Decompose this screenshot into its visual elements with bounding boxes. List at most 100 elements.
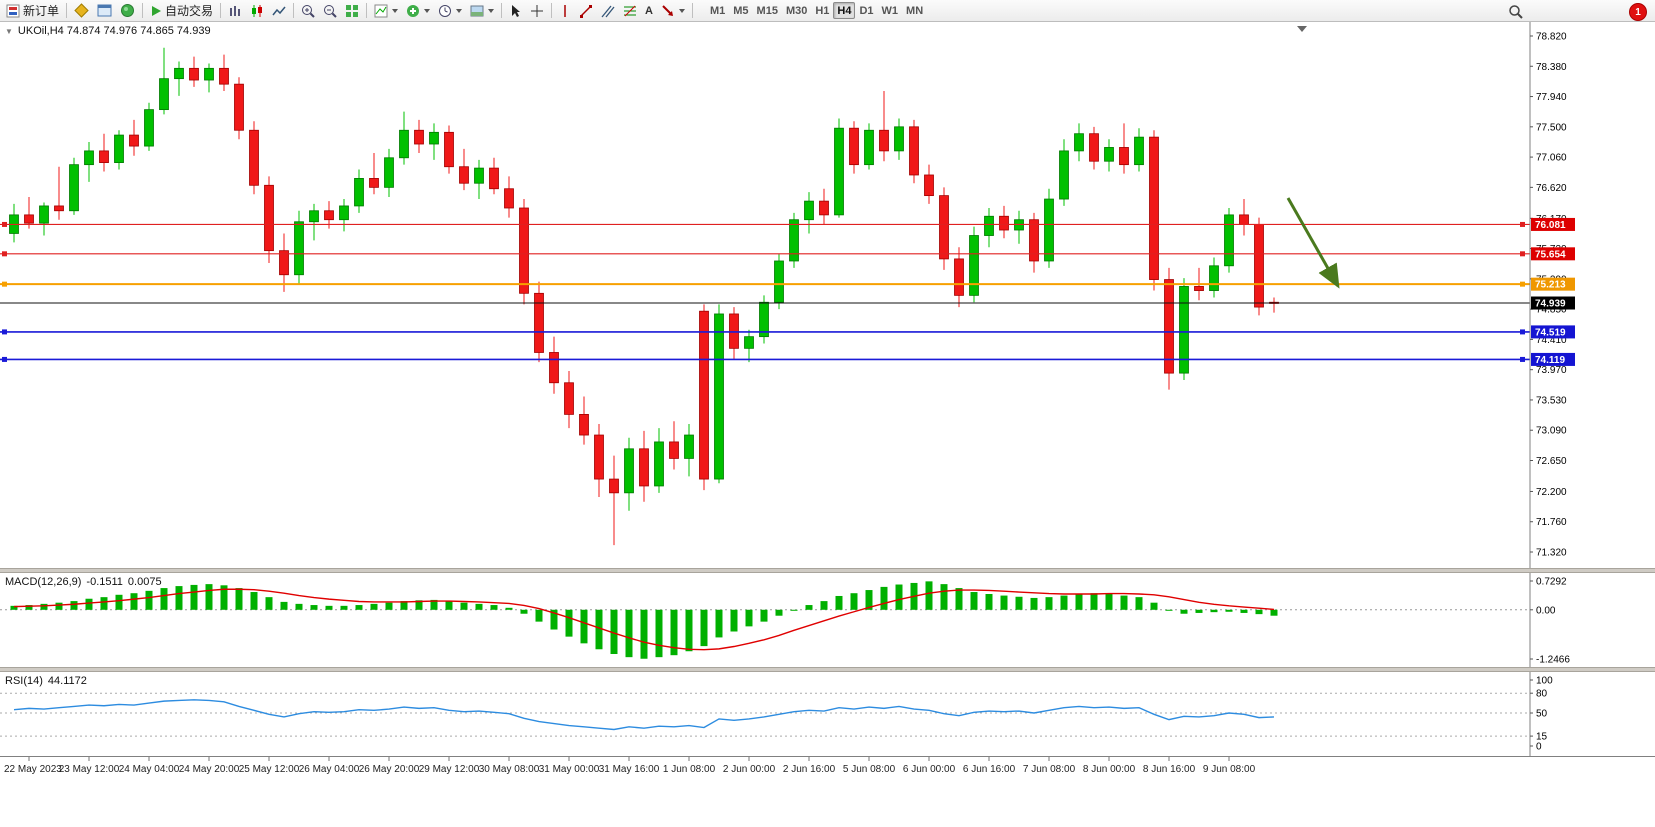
macd-bar [1120, 595, 1128, 610]
channel-tool-button[interactable] [597, 1, 619, 20]
candle [249, 129, 259, 186]
line-handle[interactable] [1520, 251, 1525, 257]
toolbar-separator [366, 3, 368, 18]
panel-splitter[interactable] [0, 568, 1655, 573]
main-chart-panel[interactable]: 78.82078.38077.94077.50077.06076.62076.1… [0, 22, 1655, 568]
notification-badge[interactable]: 1 [1629, 3, 1647, 21]
data-window-button[interactable] [93, 1, 116, 20]
toolbar-separator [66, 3, 68, 18]
time-axis-label: 7 Jun 08:00 [1023, 764, 1076, 775]
macd-bar [730, 609, 738, 632]
price-axis-tick: 74.850 [1536, 305, 1567, 316]
macd-bar [10, 605, 18, 610]
line-handle[interactable] [2, 281, 7, 287]
search-icon [1509, 5, 1523, 19]
zoom-out-button[interactable] [319, 1, 341, 20]
text-tool-button[interactable]: A [641, 1, 657, 20]
add-indicator-button[interactable] [402, 1, 434, 20]
panel-splitter[interactable] [0, 667, 1655, 672]
rsi-panel[interactable]: 100 80 50 15 0 RSI(14) 44.1172 [0, 672, 1655, 756]
time-axis[interactable]: 22 May 2023 23 May 12:00 24 May 04:00 24 Ma… [0, 756, 1655, 784]
templates-button[interactable] [466, 1, 498, 20]
navigator-button[interactable] [116, 1, 139, 20]
candlestick-mode-button[interactable] [246, 1, 268, 20]
line-handle[interactable] [1520, 221, 1525, 227]
timeframe-button-H4[interactable]: H4 [833, 2, 856, 19]
toolbar-separator [691, 3, 693, 18]
timeframe-button-M30[interactable]: M30 [782, 2, 811, 19]
search-button[interactable] [1504, 2, 1527, 21]
macd-bar [610, 609, 618, 655]
macd-bar [760, 609, 768, 622]
macd-bar [775, 609, 783, 616]
line-handle[interactable] [1520, 356, 1525, 362]
one-click-trading-collapse-icon[interactable]: ▼ [5, 26, 13, 36]
line-handle[interactable] [1520, 281, 1525, 287]
price-tag [1531, 277, 1575, 291]
line-handle[interactable] [2, 356, 7, 362]
timeframe-button-W1[interactable]: W1 [878, 2, 903, 19]
timeframe-button-M15[interactable]: M15 [753, 2, 782, 19]
arrow-tool-icon [662, 4, 673, 16]
price-axis-tick: 74.410 [1536, 335, 1567, 346]
trendline-tool-button[interactable] [575, 1, 597, 20]
auto-trading-button[interactable]: 自动交易 [146, 1, 217, 20]
candle [624, 448, 634, 494]
candle [1224, 214, 1234, 267]
chart-shift-marker[interactable] [1297, 26, 1307, 32]
macd-bar [595, 609, 603, 650]
toolbar: 新订单 自动交易 [0, 0, 1655, 22]
macd-bar [190, 584, 198, 610]
macd-bar [265, 597, 273, 610]
line-handle[interactable] [2, 329, 7, 335]
periods-button[interactable] [434, 1, 466, 20]
candle [204, 67, 214, 81]
macd-panel[interactable]: 0.7292 0.00 -1.2466 MACD(12,26,9) -0.1511 … [0, 573, 1655, 667]
new-order-button[interactable]: 新订单 [2, 1, 63, 20]
crosshair-tool-button[interactable] [526, 1, 548, 20]
line-chart-mode-button[interactable] [268, 1, 290, 20]
fibonacci-tool-button[interactable] [619, 1, 641, 20]
candle [459, 166, 469, 184]
vertical-line-tool-button[interactable] [555, 1, 575, 20]
macd-bar [130, 593, 138, 610]
timeframe-button-MN[interactable]: MN [902, 2, 927, 19]
toolbar-separator [293, 3, 295, 18]
macd-bar [715, 609, 723, 638]
timeframe-button-M5[interactable]: M5 [729, 2, 752, 19]
tile-windows-button[interactable] [341, 1, 363, 20]
line-handle[interactable] [2, 251, 7, 257]
timeframe-button-D1[interactable]: D1 [855, 2, 877, 19]
indicators-button[interactable] [370, 1, 402, 20]
arrow-annotation[interactable] [1286, 197, 1340, 289]
macd-bar [505, 607, 513, 610]
market-watch-button[interactable] [70, 1, 93, 20]
rsi-canvas[interactable]: 100 80 50 150 [0, 672, 1655, 756]
price-axis-tick: 71.320 [1536, 548, 1567, 559]
macd-bar [565, 609, 573, 637]
macd-bar [1210, 609, 1218, 613]
timeframe-button-H1[interactable]: H1 [811, 2, 833, 19]
bar-chart-mode-button[interactable] [224, 1, 246, 20]
time-axis-label: 31 May 16:00 [599, 764, 660, 775]
timeframe-button-M1[interactable]: M1 [706, 2, 729, 19]
time-axis-label: 9 Jun 08:00 [1203, 764, 1256, 775]
line-handle[interactable] [2, 221, 7, 227]
candle [1059, 150, 1069, 200]
cursor-tool-button[interactable] [505, 1, 526, 20]
main-chart-canvas[interactable]: 78.82078.38077.94077.50077.06076.62076.1… [0, 22, 1655, 568]
indicators-icon [374, 4, 388, 17]
dropdown-caret-icon [456, 8, 463, 13]
arrows-tool-button[interactable] [657, 1, 689, 20]
macd-bar [115, 594, 123, 610]
candle [954, 258, 964, 296]
candle [474, 167, 484, 184]
zoom-in-button[interactable] [297, 1, 319, 20]
line-handle[interactable] [1520, 329, 1525, 335]
macd-bar [850, 593, 858, 610]
price-axis-tick: 78.820 [1536, 32, 1567, 43]
dropdown-caret-icon [392, 8, 399, 13]
macd-canvas[interactable]: 0.7292 0.00 -1.2466 [0, 573, 1655, 667]
time-axis-label: 2 Jun 16:00 [783, 764, 836, 775]
